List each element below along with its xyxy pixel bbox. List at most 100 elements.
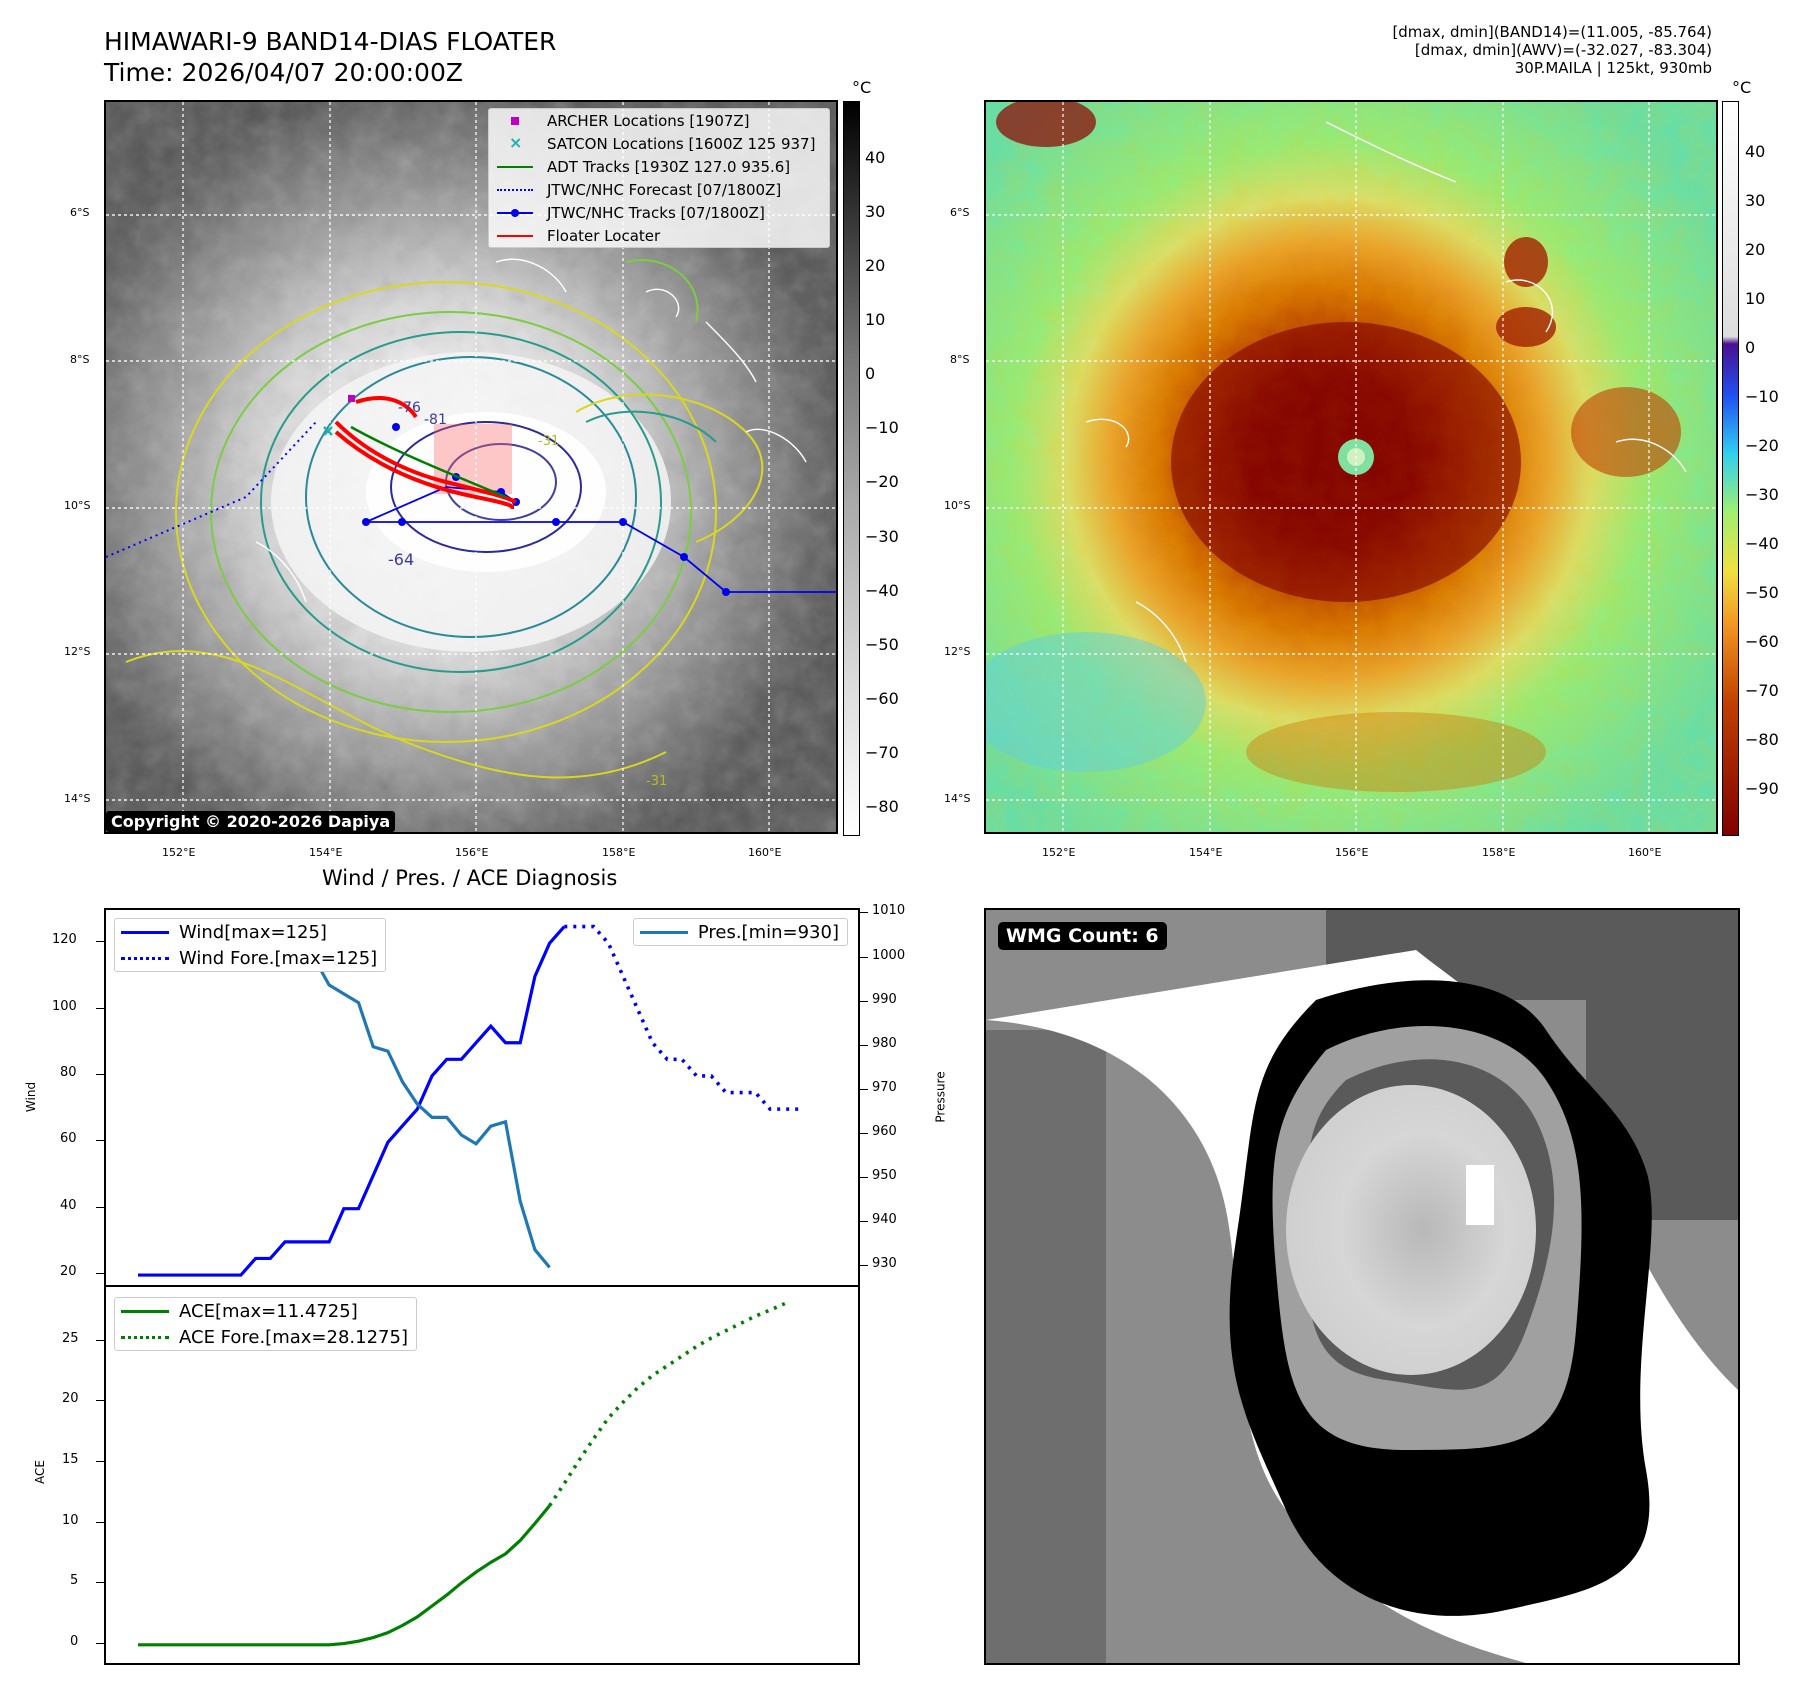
pressure-tick-label: 930 [872,1256,897,1272]
ace-tick-mark [96,1460,104,1462]
green-dotted-icon [121,1332,169,1342]
contour-label-3: -81 [424,412,447,428]
color-cb-tick: −70 [1745,681,1779,700]
ir-map-panel: -64 -76 -81 -31 -31 ARCHER Locations [19… [104,100,838,834]
wmg-image [986,910,1738,1663]
pressure-tick-mark [860,1133,868,1134]
legend-item-jtwc-forecast: JTWC/NHC Forecast [07/1800Z] [489,178,829,201]
cyan-x-icon: × [509,132,523,152]
wind-tick-label: 20 [60,1264,77,1280]
ir-cb-tick: −60 [865,689,899,708]
blue-dotted-line-icon [495,183,537,197]
color-cb-tick: −60 [1745,632,1779,651]
lat-label: 12°S [64,645,91,658]
wmg-count-badge: WMG Count: 6 [998,922,1167,950]
ace-axis-label: ACE [32,1460,47,1484]
lat-label: 12°S [944,645,971,658]
green-line-icon [121,1306,169,1316]
lat-label: 10°S [64,499,91,512]
ace-tick-mark [96,1339,104,1341]
color-cb-tick: −90 [1745,779,1779,798]
pressure-tick-mark [860,1088,868,1090]
ace-plot [138,1301,786,1647]
wind-legend: Wind[max=125] Wind Fore.[max=125] [114,918,387,972]
ace-tick-mark [96,1400,104,1402]
color-cb-tick: 40 [1745,142,1766,161]
color-cb-tick: −80 [1745,730,1779,749]
lat-label: 10°S [944,499,971,512]
ir-cb-tick: 10 [865,310,886,329]
color-cb-tick: −10 [1745,387,1779,406]
blue-line-dot-icon [495,206,537,220]
color-map-panel [984,100,1718,834]
wmg-panel: WMG Count: 6 [984,908,1740,1665]
pressure-tick-label: 940 [872,1212,897,1228]
ir-colorbar [843,101,860,836]
legend-item-wind-fore: Wind Fore.[max=125] [115,945,385,971]
color-map-image [986,102,1716,832]
wind-tick-label: 60 [60,1131,77,1147]
ir-colorbar-unit: °C [852,78,872,97]
pressure-tick-label: 990 [872,991,897,1007]
ir-cb-tick: 40 [865,148,886,167]
ir-map-legend: ARCHER Locations [1907Z] × SATCON Locati… [488,108,830,248]
lon-label: 156°E [455,846,489,859]
title-line-2: Time: 2026/04/07 20:00:00Z [104,58,463,87]
pressure-tick-mark [860,912,868,914]
legend-item-archer: ARCHER Locations [1907Z] [489,109,829,132]
lon-label: 156°E [1335,846,1369,859]
pressure-tick-mark [860,1177,868,1179]
wind-tick-label: 100 [52,998,77,1014]
wind-tick-mark [96,941,104,943]
lon-label: 158°E [602,846,636,859]
wind-axis-label: Wind [24,1081,39,1113]
wind-pressure-chart: Wind[max=125] Wind Fore.[max=125] Pres.[… [104,908,860,1287]
blue-dotted-icon [121,953,169,963]
ir-cb-tick: −50 [865,635,899,654]
ace-tick-label: 15 [62,1451,79,1467]
ace-tick-label: 0 [70,1633,79,1649]
pressure-legend: Pres.[min=930] [632,918,848,946]
wind-tick-mark [96,1007,104,1009]
lon-label: 154°E [1189,846,1223,859]
pressure-series-line [138,926,551,1269]
color-colorbar-unit: °C [1732,78,1752,97]
color-cb-tick: 20 [1745,240,1766,259]
legend-item-adt: ADT Tracks [1930Z 127.0 935.6] [489,155,829,178]
contour-label-2: -76 [398,400,421,416]
blue-line-icon [121,927,169,937]
stats-line-2: [dmax, dmin](AWV)=(-32.027, -83.304) [1414,41,1712,59]
chart-title: HIMAWARI-9 BAND14-DIAS FLOATER Time: 202… [104,26,556,88]
color-cb-tick: −30 [1745,485,1779,504]
wind-forecast-line [564,924,800,1111]
wind-tick-label: 120 [52,932,77,948]
contour-label-4: -31 [538,434,560,449]
ace-series-line [138,1504,551,1647]
color-colorbar [1722,101,1739,836]
lat-label: 8°S [70,353,90,366]
legend-item-wind: Wind[max=125] [115,919,385,945]
lon-label: 154°E [309,846,343,859]
ace-tick-mark [96,1582,104,1584]
lat-label: 14°S [64,792,91,805]
stats-line-1: [dmax, dmin](BAND14)=(11.005, -85.764) [1392,23,1712,41]
color-cb-tick: −20 [1745,436,1779,455]
lon-label: 152°E [162,846,196,859]
title-line-1: HIMAWARI-9 BAND14-DIAS FLOATER [104,27,557,56]
legend-item-ace-fore: ACE Fore.[max=28.1275] [115,1324,416,1350]
pressure-tick-mark [860,1265,868,1267]
color-cb-tick: 30 [1745,191,1766,210]
ace-tick-label: 10 [62,1512,79,1528]
legend-item-satcon: × SATCON Locations [1600Z 125 937] [489,132,829,155]
pressure-tick-label: 1000 [872,947,906,963]
steelblue-line-icon [639,927,688,937]
red-line-icon [495,229,537,243]
ace-tick-label: 20 [62,1391,79,1407]
pressure-tick-label: 980 [872,1035,897,1051]
lat-label: 8°S [950,353,970,366]
ir-cb-tick: −70 [865,743,899,762]
color-cb-tick: −50 [1745,583,1779,602]
ir-cb-tick: −80 [865,797,899,816]
pressure-tick-mark [860,956,868,958]
lat-label: 6°S [70,206,90,219]
